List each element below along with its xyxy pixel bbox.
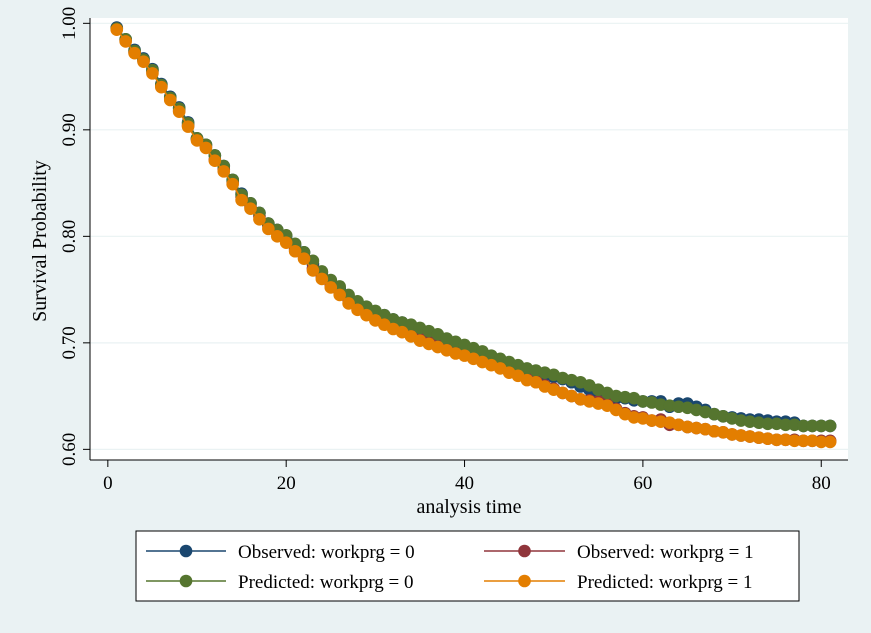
series-3-point-0: [110, 23, 124, 37]
series-3-point-16: [253, 212, 266, 226]
y-tick-label-3: 0.90: [59, 113, 80, 146]
legend-item-3: Predicted: workprg = 1: [484, 572, 753, 593]
series-3-point-18: [270, 230, 284, 243]
legend-marker-1: [518, 544, 531, 558]
legend-item-0: Observed: workprg = 0: [146, 542, 415, 563]
series-3-point-5: [155, 80, 168, 94]
legend-label-2: Predicted: workprg = 0: [238, 572, 414, 593]
legend-marker-3: [518, 574, 531, 588]
axes: [83, 18, 848, 467]
x-tick-label-1: 20: [277, 473, 296, 494]
legend-item-2: Predicted: workprg = 0: [146, 572, 414, 593]
series-3-point-23: [315, 272, 329, 286]
plot-area: [90, 18, 848, 460]
series-3-point-26: [342, 297, 355, 310]
x-tick-label-0: 0: [103, 473, 113, 494]
series-3-point-20: [288, 244, 302, 258]
legend-item-1: Observed: workprg = 1: [484, 542, 754, 563]
series-3-point-11: [208, 154, 222, 168]
series-3-point-80: [823, 435, 837, 449]
series-2-point-77: [797, 419, 810, 433]
series-3-point-12: [217, 165, 231, 178]
series-3-point-19: [279, 236, 293, 250]
legend-label-1: Observed: workprg = 1: [577, 542, 754, 563]
series-3-point-15: [244, 202, 257, 215]
series-2-point-78: [806, 419, 819, 433]
x-tick-label-3: 60: [633, 473, 652, 494]
series-3-point-4: [146, 67, 159, 80]
y-axis-title: Survival Probability: [29, 160, 51, 322]
x-axis-title: analysis time: [417, 496, 522, 518]
series-3-point-1: [119, 35, 132, 48]
series-3-point-24: [324, 281, 338, 294]
y-tick-label-4: 1.00: [59, 7, 80, 40]
series-3-point-77: [797, 434, 810, 448]
series-3-point-22: [306, 264, 320, 277]
series-3-point-21: [297, 252, 311, 266]
legend-marker-0: [179, 544, 193, 558]
series-3-point-3: [137, 55, 150, 68]
legend-marker-2: [179, 574, 193, 588]
series-3-point-13: [226, 177, 239, 191]
series-3-point-2: [128, 46, 141, 60]
y-tick-label-2: 0.80: [59, 220, 80, 253]
series-3-point-14: [235, 193, 248, 207]
tick-labels: 0.60 0.70 0.80 0.90 1.00 0 20 40 60 80: [59, 7, 831, 494]
series-3-point-6: [163, 93, 177, 107]
series-3-point-79: [814, 435, 828, 449]
y-tick-label-0: 0.60: [59, 433, 80, 466]
series-3-point-10: [199, 141, 213, 155]
x-tick-label-2: 40: [455, 473, 474, 494]
series-2-point-79: [814, 419, 828, 433]
series-2-point-80: [823, 419, 837, 433]
series-3-point-8: [181, 120, 195, 133]
series-3-point-9: [190, 134, 204, 147]
series-3-point-7: [172, 105, 186, 119]
series-3: [110, 23, 837, 449]
series-3-point-74: [770, 433, 783, 447]
legend-label-0: Observed: workprg = 0: [238, 542, 415, 563]
series-2-point-73: [761, 417, 775, 431]
y-tick-label-1: 0.70: [59, 326, 80, 359]
grid-lines: [90, 22, 848, 450]
legend: Observed: workprg = 0 Observed: workprg =…: [135, 530, 800, 602]
series-2-point-75: [779, 418, 792, 432]
series-3-point-76: [788, 434, 801, 448]
series-layer: [110, 21, 837, 449]
legend-box: [135, 530, 800, 602]
legend-label-3: Predicted: workprg = 1: [577, 572, 753, 593]
series-3-point-17: [262, 222, 275, 236]
x-tick-label-4: 80: [812, 473, 831, 494]
series-3-point-25: [333, 288, 346, 302]
